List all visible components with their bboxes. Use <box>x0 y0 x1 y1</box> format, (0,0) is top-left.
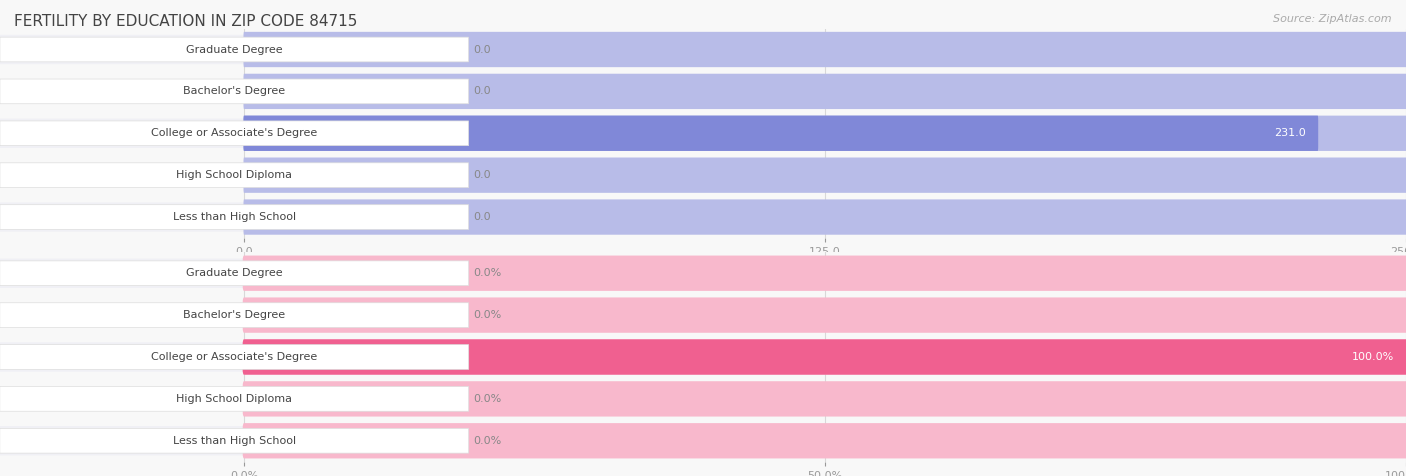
FancyBboxPatch shape <box>243 116 1406 151</box>
FancyBboxPatch shape <box>243 339 1406 375</box>
Text: Source: ZipAtlas.com: Source: ZipAtlas.com <box>1274 14 1392 24</box>
Text: High School Diploma: High School Diploma <box>176 170 292 180</box>
FancyBboxPatch shape <box>0 202 1406 232</box>
Text: 0.0: 0.0 <box>472 44 491 55</box>
FancyBboxPatch shape <box>243 256 1406 291</box>
FancyBboxPatch shape <box>0 303 468 327</box>
FancyBboxPatch shape <box>0 426 1406 456</box>
FancyBboxPatch shape <box>0 300 1406 330</box>
FancyBboxPatch shape <box>0 79 468 104</box>
Text: Bachelor's Degree: Bachelor's Degree <box>183 86 285 97</box>
Text: 0.0: 0.0 <box>472 86 491 97</box>
Text: High School Diploma: High School Diploma <box>176 394 292 404</box>
FancyBboxPatch shape <box>243 339 1406 375</box>
Text: 100.0%: 100.0% <box>1353 352 1395 362</box>
Text: College or Associate's Degree: College or Associate's Degree <box>150 352 318 362</box>
FancyBboxPatch shape <box>243 423 1406 458</box>
FancyBboxPatch shape <box>0 345 468 369</box>
Text: 0.0%: 0.0% <box>472 436 502 446</box>
FancyBboxPatch shape <box>0 121 468 146</box>
FancyBboxPatch shape <box>0 205 468 229</box>
FancyBboxPatch shape <box>243 74 1406 109</box>
Text: Bachelor's Degree: Bachelor's Degree <box>183 310 285 320</box>
Text: Less than High School: Less than High School <box>173 436 295 446</box>
FancyBboxPatch shape <box>0 163 468 188</box>
Text: Graduate Degree: Graduate Degree <box>186 268 283 278</box>
FancyBboxPatch shape <box>243 116 1319 151</box>
FancyBboxPatch shape <box>0 342 1406 372</box>
FancyBboxPatch shape <box>0 387 468 411</box>
FancyBboxPatch shape <box>243 381 1406 416</box>
FancyBboxPatch shape <box>243 298 1406 333</box>
Text: 0.0%: 0.0% <box>472 310 502 320</box>
FancyBboxPatch shape <box>243 199 1406 235</box>
FancyBboxPatch shape <box>0 37 468 62</box>
Text: FERTILITY BY EDUCATION IN ZIP CODE 84715: FERTILITY BY EDUCATION IN ZIP CODE 84715 <box>14 14 357 30</box>
FancyBboxPatch shape <box>243 158 1406 193</box>
FancyBboxPatch shape <box>243 32 1406 67</box>
Text: Graduate Degree: Graduate Degree <box>186 44 283 55</box>
FancyBboxPatch shape <box>0 119 1406 148</box>
Text: 231.0: 231.0 <box>1274 128 1306 139</box>
FancyBboxPatch shape <box>0 160 1406 190</box>
Text: 0.0%: 0.0% <box>472 394 502 404</box>
FancyBboxPatch shape <box>0 35 1406 64</box>
Text: 0.0: 0.0 <box>472 212 491 222</box>
Text: 0.0: 0.0 <box>472 170 491 180</box>
FancyBboxPatch shape <box>0 428 468 453</box>
Text: Less than High School: Less than High School <box>173 212 295 222</box>
FancyBboxPatch shape <box>0 384 1406 414</box>
Text: College or Associate's Degree: College or Associate's Degree <box>150 128 318 139</box>
Text: 0.0%: 0.0% <box>472 268 502 278</box>
FancyBboxPatch shape <box>0 258 1406 288</box>
FancyBboxPatch shape <box>0 261 468 286</box>
FancyBboxPatch shape <box>0 77 1406 106</box>
